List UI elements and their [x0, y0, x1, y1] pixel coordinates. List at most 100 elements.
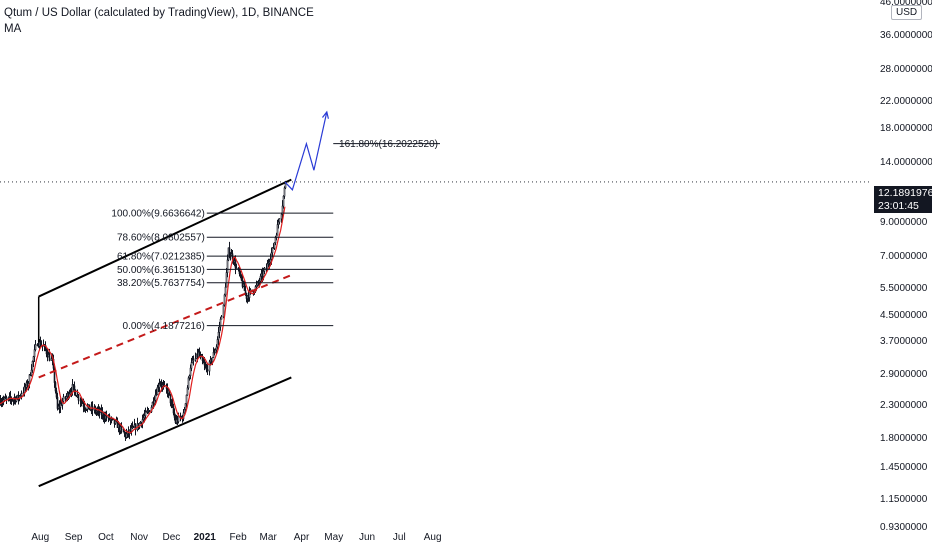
candle-body — [183, 409, 186, 414]
channel-upper-line — [38, 178, 292, 298]
candle-body — [187, 377, 190, 389]
candle-body — [280, 214, 283, 220]
candle-body — [275, 234, 278, 239]
candle-body — [215, 346, 218, 351]
candle-body — [169, 394, 172, 404]
time-tick-label: Jul — [392, 532, 406, 543]
candle-body — [65, 396, 68, 399]
fib-level-label: 61.80%(7.0212385) — [117, 252, 205, 263]
candle-body — [31, 361, 34, 371]
price-tick-label: 46.0000000 — [880, 0, 932, 8]
candle-body — [217, 331, 220, 340]
candle-body — [39, 341, 42, 347]
candle-body — [204, 364, 207, 368]
channel-lower-line — [38, 376, 292, 488]
symbol-title[interactable]: Qtum / US Dollar (calculated by TradingV… — [4, 7, 314, 19]
candle-body — [153, 400, 156, 404]
candle-body — [171, 402, 174, 408]
candle-body — [32, 356, 35, 362]
candle-body — [86, 406, 89, 410]
candle-body — [120, 426, 123, 430]
candle-body — [194, 358, 197, 361]
candle-body — [201, 356, 204, 361]
candle-body — [54, 382, 57, 392]
candle-body — [82, 403, 85, 407]
candle-body — [240, 274, 243, 281]
candle-body — [48, 354, 51, 361]
candle-body — [234, 260, 237, 269]
time-tick-label: Mar — [259, 532, 277, 543]
time-tick-label: Jun — [359, 532, 376, 543]
candle-body — [225, 272, 228, 288]
price-axis[interactable]: 56.000000046.000000036.000000028.0000000… — [873, 0, 932, 550]
candle-body — [189, 367, 192, 377]
time-tick-label: Sep — [64, 532, 83, 543]
price-tick-label: 1.4500000 — [880, 462, 928, 474]
fib-level-label: 161.80%(16.2022520) — [339, 139, 438, 150]
fib-level-label: 50.00%(6.3615130) — [117, 265, 205, 276]
fibonacci-retracement[interactable]: 161.80%(16.2022520) 100.00%(9.6636642) 78.… — [111, 139, 440, 332]
last-price-label: 12.1891976 23:01:45 — [874, 186, 932, 213]
candle-body — [202, 360, 205, 364]
projection-arrowhead — [321, 110, 329, 119]
candle-body — [172, 406, 175, 414]
candle-body — [222, 304, 225, 318]
candle-body — [148, 410, 151, 413]
candle-body — [83, 406, 86, 409]
price-tick-label: 9.0000000 — [880, 216, 928, 228]
candle-body — [205, 366, 208, 370]
candle-body — [56, 396, 59, 409]
candle-body — [144, 411, 147, 417]
bar-countdown: 23:01:45 — [878, 200, 919, 212]
candle-body — [155, 394, 158, 396]
candle-body — [73, 385, 76, 391]
time-tick-label: Apr — [293, 532, 310, 543]
candle-body — [259, 275, 262, 282]
candle-body — [262, 270, 265, 277]
candle-body — [184, 403, 187, 410]
currency-badge[interactable]: USD — [891, 5, 923, 20]
candle-body — [269, 259, 272, 263]
candle-body — [154, 394, 157, 401]
candle-body — [277, 221, 280, 225]
candle-body — [238, 269, 241, 275]
fib-level-label: 38.20%(5.7637754) — [117, 278, 205, 289]
candle-body — [281, 205, 284, 215]
candle-body — [206, 369, 209, 372]
price-tick-label: 14.0000000 — [880, 157, 932, 169]
candle-body — [34, 344, 37, 351]
candle-body — [125, 433, 128, 438]
price-tick-label: 3.7000000 — [880, 336, 928, 348]
ma-line — [0, 206, 286, 434]
candle-body — [224, 286, 227, 296]
candle-body — [223, 294, 226, 306]
chart-legend: Qtum / US Dollar (calculated by TradingV… — [4, 5, 314, 37]
candle-body — [273, 242, 276, 249]
price-tick-label: 18.0000000 — [880, 123, 932, 135]
price-tick-label: 2.3000000 — [880, 400, 928, 412]
candle-body — [186, 387, 189, 396]
ma-series — [0, 206, 286, 434]
indicator-label[interactable]: MA — [4, 23, 22, 35]
candle-body — [278, 218, 281, 223]
candle-body — [208, 361, 211, 372]
candlestick-series — [0, 180, 287, 442]
channel-midline — [38, 274, 292, 379]
last-price-value: 12.1891976 — [878, 187, 932, 199]
candle-body — [276, 224, 279, 236]
candle-body — [5, 398, 8, 400]
candle-body — [216, 339, 219, 348]
price-tick-label: 22.0000000 — [880, 96, 932, 108]
time-tick-label: Aug — [423, 532, 442, 543]
candle-body — [134, 424, 137, 431]
candle-body — [185, 394, 188, 404]
candle-body — [283, 187, 286, 197]
time-tick-label: Feb — [229, 532, 247, 543]
candle-body — [20, 393, 23, 397]
price-tick-label: 1.8000000 — [880, 433, 928, 445]
price-tick-label: 28.0000000 — [880, 64, 932, 76]
candle-body — [226, 259, 229, 273]
time-tick-label: May — [324, 532, 344, 543]
fib-level-label: 100.00%(9.6636642) — [111, 209, 204, 220]
